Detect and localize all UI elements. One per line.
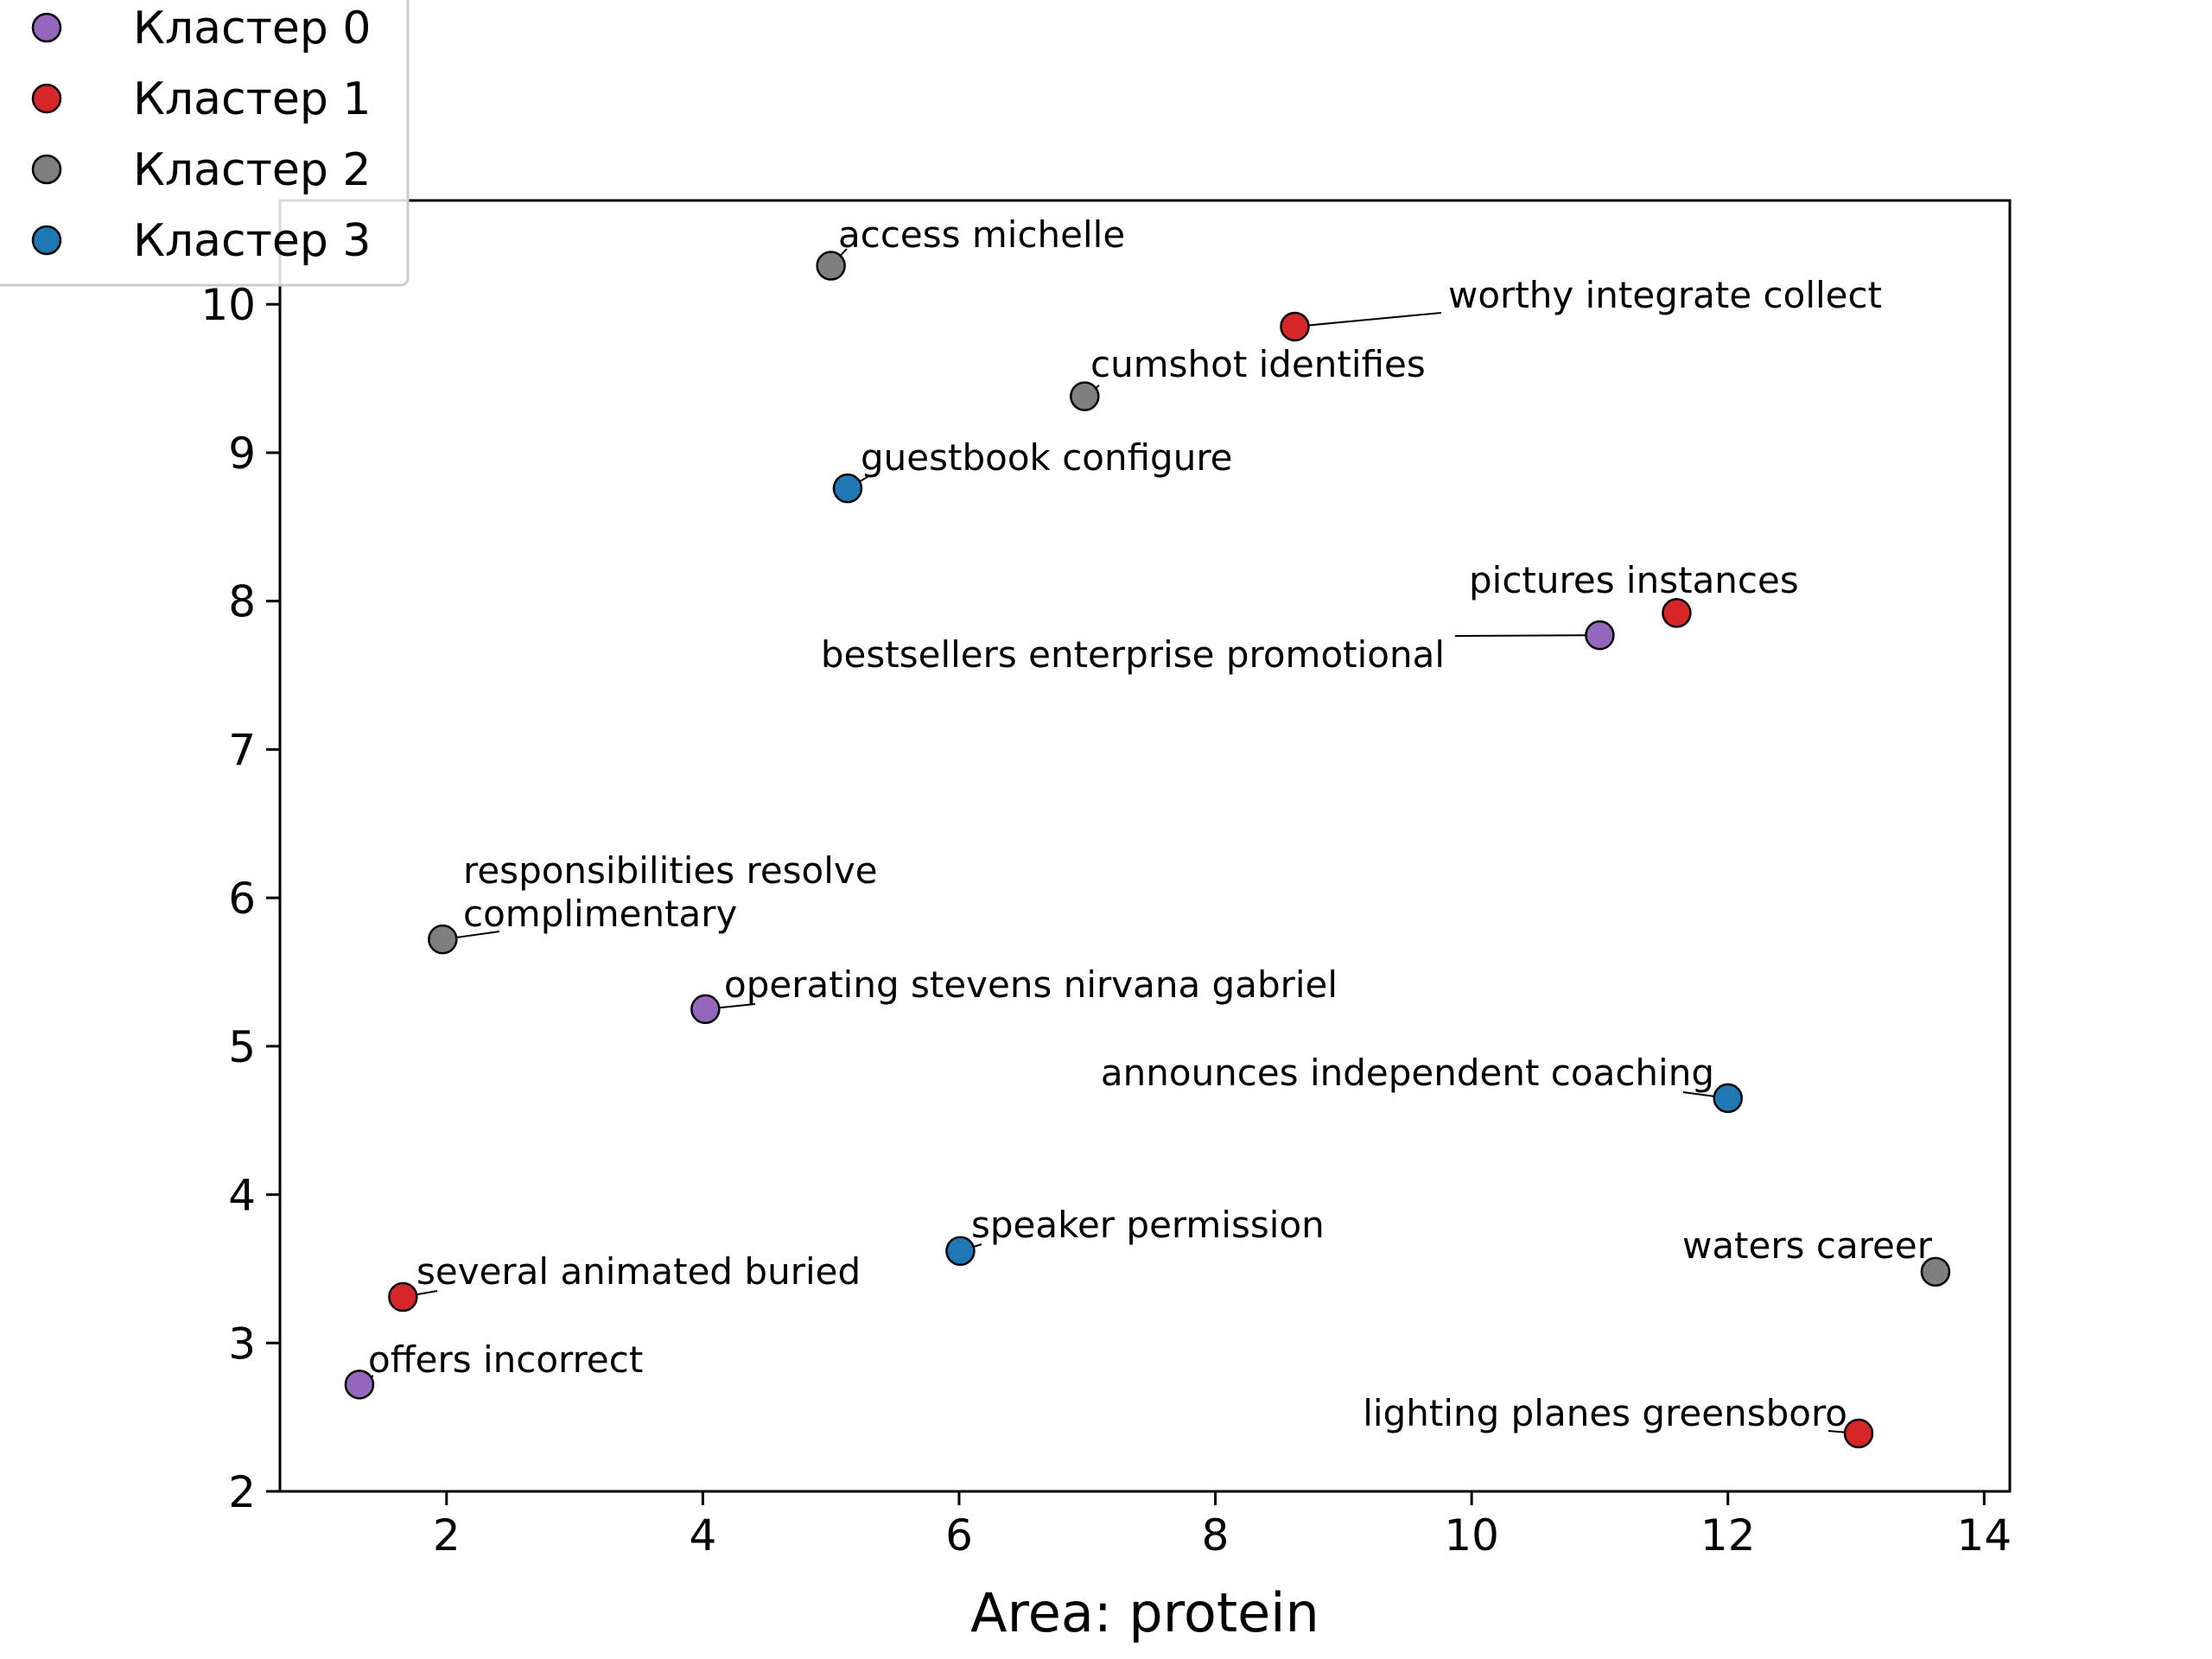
point-label: speaker permission [971, 1204, 1325, 1246]
point-label: announces independent coaching [1101, 1052, 1714, 1094]
data-point-marker [1713, 1083, 1743, 1114]
x-tick-label: 4 [689, 1510, 716, 1560]
y-tick-label: 7 [228, 725, 256, 775]
data-point-marker [816, 251, 846, 281]
data-point-marker [1585, 620, 1615, 651]
annotation-leader-line [1454, 634, 1600, 637]
data-point-marker [344, 1370, 375, 1400]
y-tick-label: 5 [228, 1022, 256, 1072]
data-point-marker [428, 924, 458, 955]
legend-label: Кластер 0 [133, 3, 372, 54]
point-label: bestsellers enterprise promotional [821, 633, 1445, 676]
x-tick-label: 12 [1700, 1510, 1756, 1560]
y-tick-label: 3 [228, 1319, 256, 1369]
point-label: lighting planes greensboro [1363, 1392, 1847, 1434]
point-label: responsibilities resolve [463, 849, 878, 892]
x-tick-label: 14 [1957, 1510, 2012, 1560]
point-label: complimentary [463, 893, 737, 935]
legend-marker [31, 154, 62, 185]
legend-label: Кластер 1 [133, 73, 372, 125]
y-tick-label: 2 [228, 1467, 256, 1517]
y-tick-label: 9 [228, 429, 256, 479]
data-point-marker [945, 1236, 976, 1267]
point-label: worthy integrate collect [1448, 274, 1882, 316]
legend-label: Кластер 2 [133, 144, 372, 196]
data-point-marker [1070, 381, 1100, 411]
legend-marker [31, 83, 62, 114]
legend: Кластер 0 Кластер 1 Кластер 2 Кластер 3 [0, 0, 410, 287]
point-label: offers incorrect [368, 1338, 643, 1381]
x-tick-label: 2 [433, 1510, 461, 1560]
x-axis: 2 4 6 8 10 12 14 [433, 1491, 2012, 1560]
y-axis: 2 3 4 5 6 7 8 9 10 [200, 280, 280, 1517]
x-tick-label: 10 [1444, 1510, 1499, 1560]
point-label: access michelle [838, 213, 1125, 256]
y-tick-label: 6 [228, 874, 256, 924]
legend-box [0, 0, 410, 287]
x-axis-title: Area: protein [970, 1581, 1319, 1644]
point-label: several animated buried [416, 1250, 861, 1293]
point-label: guestbook configure [861, 436, 1233, 479]
plot-area-frame [278, 199, 2012, 1493]
point-label: pictures instances [1469, 559, 1799, 601]
point-label: waters career [1682, 1224, 1933, 1267]
y-tick-label: 8 [228, 577, 256, 627]
data-point-marker [388, 1281, 418, 1313]
y-tick-label: 4 [228, 1171, 256, 1221]
data-point-marker [1662, 598, 1692, 628]
legend-marker [31, 12, 62, 43]
data-point-marker [1280, 311, 1310, 342]
point-annotations: bestsellers enterprise promotional operat… [359, 213, 1936, 1435]
annotation-leader-line [1294, 312, 1442, 327]
data-point-marker [1920, 1256, 1951, 1287]
legend-label: Кластер 3 [133, 215, 372, 267]
data-point-marker [690, 994, 721, 1025]
data-point-marker [832, 473, 863, 504]
point-label: cumshot identifies [1090, 343, 1426, 385]
y-tick-label: 10 [200, 280, 256, 330]
data-point-marker [1843, 1418, 1874, 1449]
data-points [344, 251, 1951, 1449]
point-label: operating stevens nirvana gabriel [724, 963, 1338, 1006]
legend-marker [31, 225, 62, 256]
x-tick-label: 8 [1202, 1510, 1230, 1560]
x-tick-label: 6 [945, 1510, 973, 1560]
